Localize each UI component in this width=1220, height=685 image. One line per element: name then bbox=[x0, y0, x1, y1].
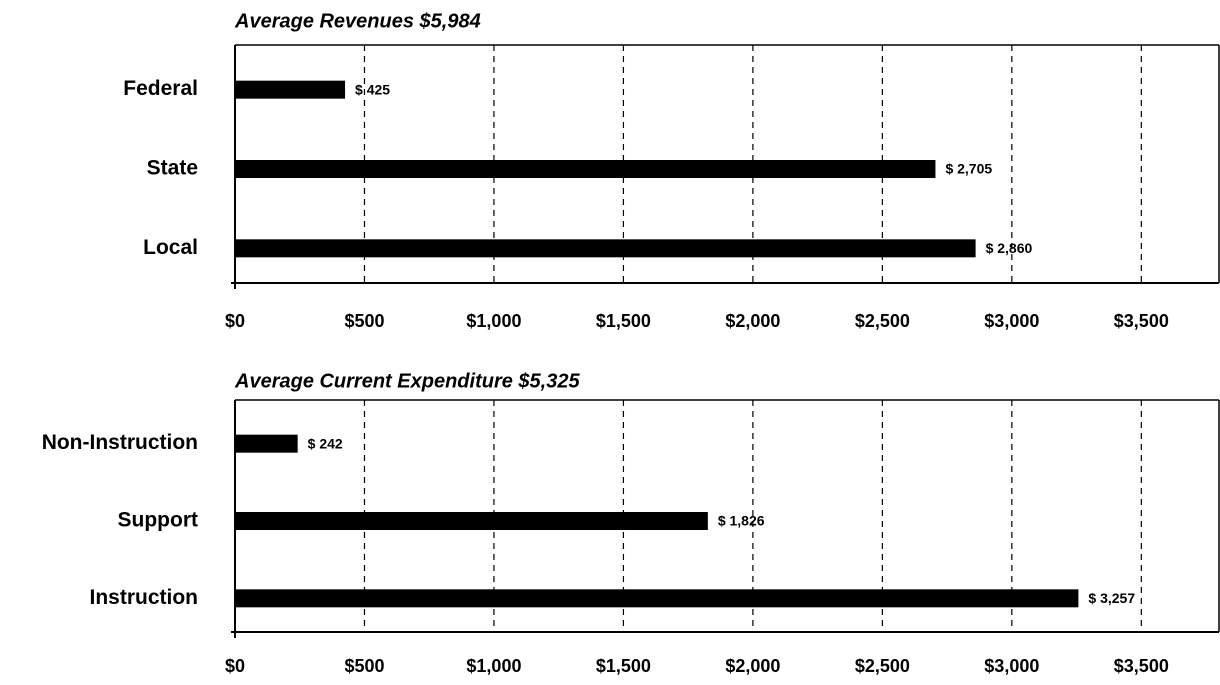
y-tick-label: State bbox=[147, 157, 198, 180]
value-label: $ 3,257 bbox=[1088, 590, 1135, 606]
bar bbox=[235, 160, 936, 178]
y-tick-label: Federal bbox=[123, 77, 198, 100]
bar bbox=[235, 512, 708, 530]
x-tick-label: $1,500 bbox=[596, 311, 651, 331]
bar bbox=[235, 434, 298, 453]
x-tick-label: $2,500 bbox=[855, 656, 910, 676]
x-tick-label: $1,500 bbox=[596, 656, 651, 676]
bar bbox=[235, 80, 346, 99]
x-tick-label: $500 bbox=[344, 656, 384, 676]
x-tick-label: $2,500 bbox=[855, 311, 910, 331]
x-tick-label: $3,500 bbox=[1114, 311, 1169, 331]
y-tick-label: Instruction bbox=[90, 586, 199, 609]
x-tick-label: $500 bbox=[344, 311, 384, 331]
x-tick-label: $2,000 bbox=[725, 311, 780, 331]
y-tick-label: Local bbox=[143, 236, 198, 259]
x-tick-label: $3,000 bbox=[984, 656, 1039, 676]
x-tick-label: $1,000 bbox=[466, 311, 521, 331]
x-tick-label: $1,000 bbox=[466, 656, 521, 676]
y-tick-label: Non-Instruction bbox=[42, 431, 198, 454]
value-label: $ 2,860 bbox=[986, 240, 1033, 256]
value-label: $ 425 bbox=[355, 81, 390, 97]
chart-title: Average Current Expenditure $5,325 bbox=[234, 370, 580, 392]
value-label: $ 242 bbox=[308, 435, 343, 451]
x-tick-label: $2,000 bbox=[725, 656, 780, 676]
value-label: $ 1,826 bbox=[718, 513, 765, 529]
x-tick-label: $0 bbox=[225, 656, 245, 676]
bar bbox=[235, 589, 1079, 608]
x-tick-label: $3,500 bbox=[1114, 656, 1169, 676]
x-tick-label: $3,000 bbox=[984, 311, 1039, 331]
bar bbox=[235, 239, 976, 258]
y-tick-label: Support bbox=[118, 509, 198, 532]
value-label: $ 2,705 bbox=[945, 161, 992, 177]
chart-title: Average Revenues $5,984 bbox=[234, 10, 481, 32]
x-tick-label: $0 bbox=[225, 311, 245, 331]
